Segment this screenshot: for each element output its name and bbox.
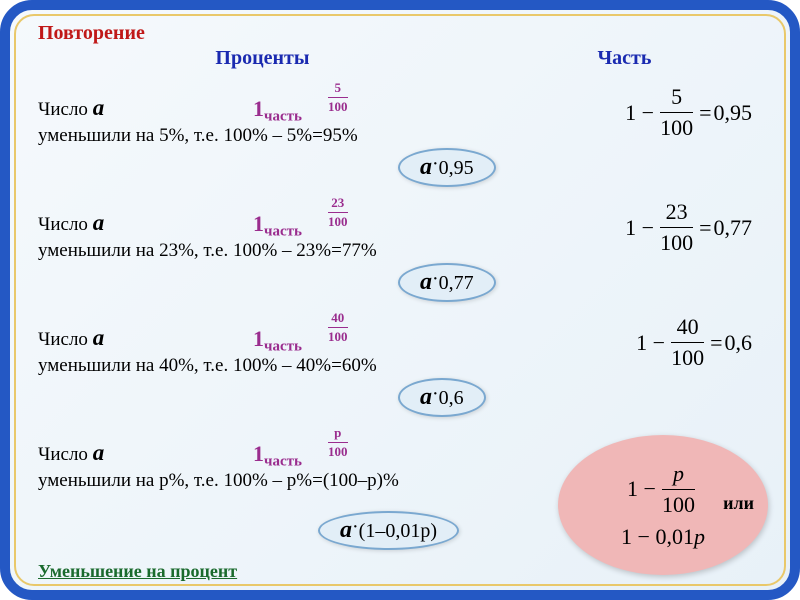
- footer: Уменьшение на процент: [38, 561, 237, 582]
- bubble-2: а·0,77: [398, 263, 496, 302]
- var: а: [93, 95, 105, 120]
- row-4: Число а уменьшили на p%, т.е. 100% – p%=…: [38, 419, 762, 559]
- statement-2: Число а уменьшили на 23%, т.е. 100% – 23…: [38, 207, 377, 264]
- col-left-head: Проценты: [215, 47, 309, 69]
- title: Повторение: [38, 22, 762, 45]
- slide-content: Повторение Проценты Часть Число а уменьш…: [10, 10, 790, 590]
- bubble-1: а·0,95: [398, 148, 496, 187]
- pink-circle: 1 − p100 или 1 − 0,01p: [558, 435, 768, 575]
- row-3: Число а уменьшили на 40%, т.е. 100% – 40…: [38, 304, 762, 419]
- small-frac-4: p 100: [328, 425, 348, 460]
- rows-container: Число а уменьшили на 5%, т.е. 100% – 5%=…: [38, 74, 762, 559]
- col-right-head: Часть: [597, 47, 651, 69]
- pink-fraction: 1 − p100: [627, 461, 699, 518]
- equation-2: 1 − 23100 = 0,77: [625, 199, 752, 256]
- or-label: или: [723, 493, 754, 514]
- equation-3: 1 − 40100 = 0,6: [636, 314, 752, 371]
- line2: уменьшили на 5%, т.е. 100% – 5%=95%: [38, 125, 358, 146]
- bubble-4: а·(1–0,01p): [318, 511, 459, 550]
- bubble-3: а·0,6: [398, 378, 486, 417]
- part-label-3: 1часть: [253, 326, 302, 356]
- slide-frame: Повторение Проценты Часть Число а уменьш…: [0, 0, 800, 600]
- part-label-4: 1часть: [253, 441, 302, 471]
- line1-prefix: Число: [38, 99, 93, 120]
- statement-3: Число а уменьшили на 40%, т.е. 100% – 40…: [38, 322, 377, 379]
- small-frac-2: 23 100: [328, 195, 348, 230]
- part-label-2: 1часть: [253, 211, 302, 241]
- pink-expr: 1 − 0,01p: [621, 524, 705, 550]
- part-label-1: 1часть: [253, 96, 302, 126]
- small-frac-3: 40 100: [328, 310, 348, 345]
- equation-1: 1 − 5100 = 0,95: [625, 84, 752, 141]
- row-1: Число а уменьшили на 5%, т.е. 100% – 5%=…: [38, 74, 762, 189]
- small-frac-1: 5 100: [328, 80, 348, 115]
- column-headers: Проценты Часть: [38, 47, 762, 70]
- row-2: Число а уменьшили на 23%, т.е. 100% – 23…: [38, 189, 762, 304]
- statement-1: Число а уменьшили на 5%, т.е. 100% – 5%=…: [38, 92, 358, 149]
